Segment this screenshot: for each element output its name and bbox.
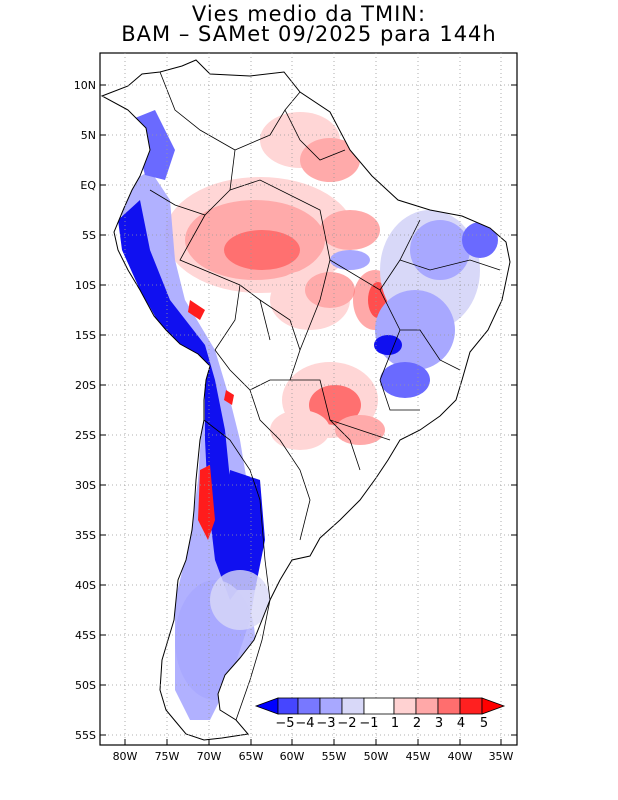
lon-label: 65W bbox=[239, 750, 264, 763]
lon-label: 80W bbox=[113, 750, 138, 763]
lat-label: 15S bbox=[75, 329, 96, 342]
colorbar-label: −5 bbox=[275, 716, 294, 731]
lat-label: 40S bbox=[75, 579, 96, 592]
lat-label: 20S bbox=[75, 379, 96, 392]
lat-ticks bbox=[100, 84, 517, 745]
lat-label: 25S bbox=[75, 429, 96, 442]
lon-label: 60W bbox=[280, 750, 305, 763]
colorbar-swatch bbox=[415, 697, 439, 715]
lat-label: 10N bbox=[74, 79, 96, 92]
colorbar-swatch bbox=[393, 697, 417, 715]
plot-frame bbox=[99, 52, 518, 746]
colorbar-swatch bbox=[363, 697, 395, 715]
lon-label: 35W bbox=[489, 750, 514, 763]
lat-label: EQ bbox=[80, 179, 96, 192]
lon-label: 55W bbox=[322, 750, 347, 763]
colorbar-label: 3 bbox=[435, 716, 443, 731]
colorbar: −5 −4 −3 −2 −1 1 2 3 4 5 bbox=[254, 697, 506, 731]
lon-label: 45W bbox=[406, 750, 431, 763]
lat-label: 10S bbox=[75, 279, 96, 292]
colorbar-swatch bbox=[341, 697, 365, 715]
lon-label: 50W bbox=[364, 750, 389, 763]
lat-label: 5S bbox=[82, 229, 96, 242]
colorbar-arrow-max bbox=[481, 697, 506, 715]
colorbar-label: 5 bbox=[480, 716, 488, 731]
map-title-line2: BAM – SAMet 09/2025 para 144h bbox=[121, 22, 497, 46]
colorbar-label: −3 bbox=[316, 716, 335, 731]
colorbar-label: 1 bbox=[391, 716, 399, 731]
lat-label: 45S bbox=[75, 629, 96, 642]
lon-label: 40W bbox=[448, 750, 473, 763]
colorbar-swatch bbox=[297, 697, 321, 715]
grid-lines bbox=[100, 53, 517, 745]
lat-label: 35S bbox=[75, 529, 96, 542]
colorbar-swatch bbox=[459, 697, 483, 715]
colorbar-swatch bbox=[277, 697, 299, 715]
colorbar-label: 2 bbox=[413, 716, 421, 731]
colorbar-label: −4 bbox=[295, 716, 314, 731]
lat-label: 55S bbox=[75, 729, 96, 742]
colorbar-label: −1 bbox=[359, 716, 378, 731]
lat-label: 30S bbox=[75, 479, 96, 492]
colorbar-arrow-min bbox=[254, 697, 279, 715]
lat-label: 50S bbox=[75, 679, 96, 692]
colorbar-swatch bbox=[437, 697, 461, 715]
lon-label: 70W bbox=[197, 750, 222, 763]
colorbar-swatch bbox=[319, 697, 343, 715]
lat-label: 5N bbox=[81, 129, 96, 142]
coastline bbox=[100, 59, 511, 741]
colorbar-label: 4 bbox=[457, 716, 465, 731]
lat-axis: 10N 5N EQ 5S 10S 15S 20S 25S 30S 35S 40S… bbox=[74, 79, 97, 742]
map-title-line1: Vies medio da TMIN: bbox=[191, 2, 427, 26]
colorbar-label: −2 bbox=[337, 716, 356, 731]
lon-axis: 80W 75W 70W 65W 60W 55W 50W 45W 40W 35W bbox=[113, 750, 514, 763]
lon-label: 75W bbox=[155, 750, 180, 763]
